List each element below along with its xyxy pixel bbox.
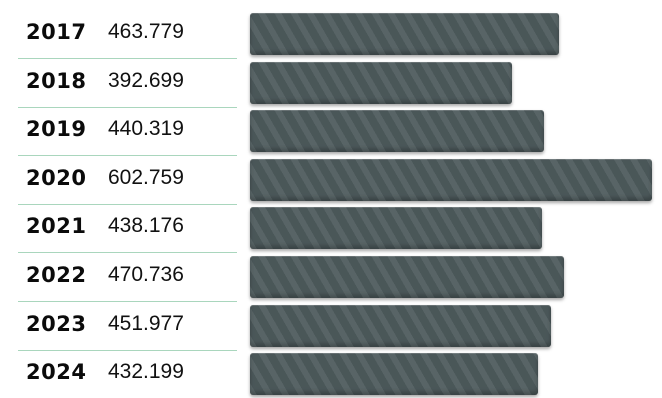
row-separator: [18, 301, 237, 302]
value-label: 470.736: [108, 263, 184, 286]
year-label: 2021: [26, 214, 87, 239]
year-label: 2017: [26, 20, 87, 44]
row-separator: [18, 350, 237, 351]
chart-row: 2023 451.977: [0, 302, 662, 350]
chart-row: 2021 438.176: [0, 204, 662, 252]
value-label: 392.699: [108, 68, 184, 92]
value-label: 451.977: [108, 311, 184, 335]
row-separator: [18, 155, 237, 156]
value-label: 440.319: [108, 117, 184, 141]
chart-row: 2018 392.699: [0, 59, 662, 107]
year-label: 2019: [26, 117, 87, 142]
bar: [250, 304, 551, 347]
year-label: 2022: [26, 263, 87, 287]
row-separator: [18, 204, 237, 205]
year-label: 2020: [26, 165, 87, 190]
bar: [250, 158, 652, 201]
chart-row: 2022 470.736: [0, 253, 662, 301]
year-label: 2024: [26, 360, 87, 385]
row-separator: [18, 252, 237, 253]
bar: [250, 207, 542, 250]
chart-row: 2024 432.199: [0, 350, 662, 398]
row-separator: [18, 107, 237, 108]
bar: [250, 353, 538, 396]
value-label: 438.176: [108, 214, 184, 238]
chart-row: 2020 602.759: [0, 156, 662, 204]
value-label: 602.759: [108, 165, 184, 189]
bar: [250, 13, 559, 55]
chart-row: 2017 463.779: [0, 10, 662, 58]
row-separator: [18, 58, 237, 59]
bar: [250, 256, 564, 298]
chart-row: 2019 440.319: [0, 107, 662, 155]
year-label: 2018: [26, 68, 87, 93]
value-label: 432.199: [108, 360, 184, 384]
value-label: 463.779: [108, 20, 184, 43]
bar: [250, 61, 512, 104]
year-label: 2023: [26, 311, 87, 336]
bar: [250, 110, 544, 153]
